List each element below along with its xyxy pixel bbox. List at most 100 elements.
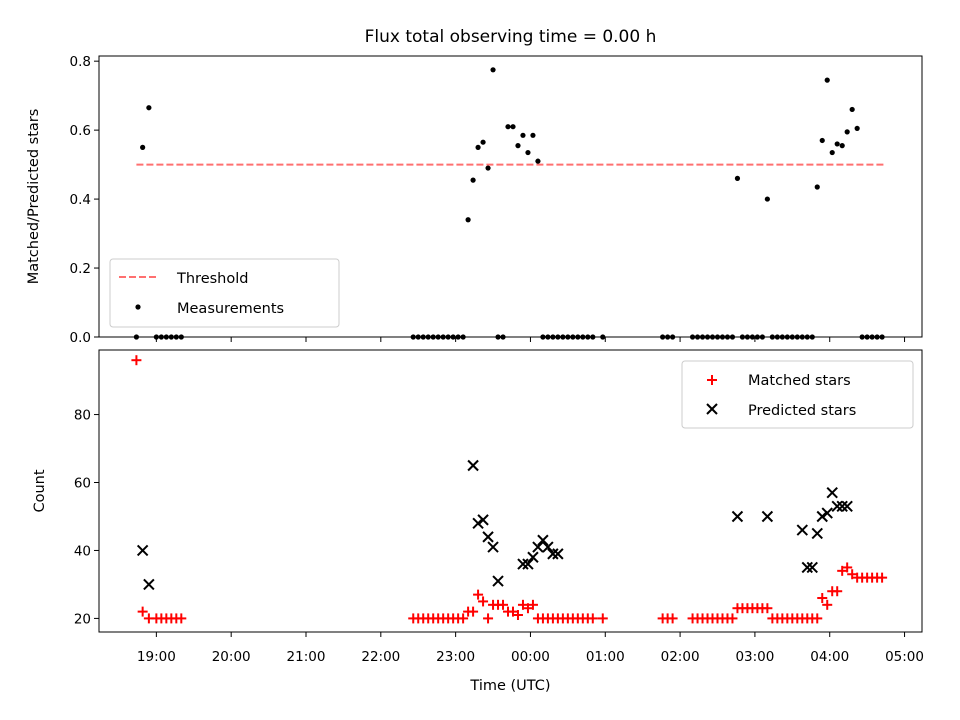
measurements-legend-label: Measurements <box>177 301 284 317</box>
matched-star-marker <box>597 613 608 624</box>
matched-star-marker <box>131 355 142 366</box>
bottom-legend: Matched stars Predicted stars <box>681 360 914 429</box>
measurement-point <box>505 124 511 130</box>
x-tick-label: 21:00 <box>287 649 326 665</box>
measurement-point <box>824 77 830 83</box>
top-legend: Threshold Measurements <box>109 258 340 328</box>
predicted-marker-b <box>542 541 554 553</box>
measurement-point <box>764 196 770 202</box>
predicted-star-marker <box>731 510 744 523</box>
y-tick-label: 20 <box>74 611 91 627</box>
matched-star-marker <box>667 613 678 624</box>
predicted-star-marker <box>467 459 479 472</box>
measurement-point <box>814 184 820 190</box>
x-tick-label: 23:00 <box>436 649 475 665</box>
measurement-point <box>819 137 825 144</box>
measurement-point <box>844 129 850 135</box>
measurement-point <box>525 149 531 156</box>
predicted-star-marker <box>816 510 828 523</box>
predicted-marker-b <box>811 527 823 540</box>
top-axes: 0.0 0.2 0.4 0.6 0.8 <box>70 54 923 346</box>
predicted-marker-b <box>761 510 774 523</box>
predicted-star-marker <box>826 486 838 499</box>
x-tick-label: 04:00 <box>810 649 849 665</box>
predicted-star-marker <box>143 578 155 591</box>
matched-star-marker <box>473 589 484 600</box>
predicted-marker-b <box>136 544 149 557</box>
measurement-point <box>834 141 840 147</box>
measurement-point <box>490 67 496 73</box>
top-legend-box <box>109 258 340 328</box>
predicted-star-marker <box>821 507 833 519</box>
predicted-marker-b <box>836 500 848 512</box>
matched-star-marker <box>832 586 843 597</box>
predicted-star-marker <box>836 500 848 512</box>
x-tick-label: 22:00 <box>361 649 400 665</box>
bottom-legend-box <box>681 360 914 429</box>
measurement-point <box>829 149 835 156</box>
chart-title: Flux total observing time = 0.00 h <box>365 27 657 47</box>
predicted-star-marker <box>136 544 149 557</box>
y-tick-label: 0.2 <box>70 261 91 277</box>
y-tick-label: 60 <box>74 476 91 492</box>
top-y-axis-label: Matched/Predicted stars <box>26 109 42 285</box>
matched-star-marker <box>822 599 833 610</box>
predicted-star-marker <box>831 500 843 512</box>
matched-star-marker <box>176 613 187 624</box>
matched-star-marker <box>812 613 823 624</box>
predicted-marker-b <box>537 534 549 546</box>
predicted-marker-b <box>527 551 539 563</box>
measurement-point <box>530 132 536 138</box>
predicted-star-marker <box>477 514 489 526</box>
predicted-marker-b <box>492 575 504 587</box>
measurement-point <box>839 143 845 149</box>
predicted-marker-b <box>801 561 813 574</box>
predicted-marker-b <box>826 486 838 499</box>
bottom-axes-frame <box>98 349 923 633</box>
measurement-point <box>485 165 491 171</box>
matched-star-marker <box>458 613 469 624</box>
y-tick-label: 0.0 <box>70 330 91 346</box>
x-tick-label: 19:00 <box>137 649 176 665</box>
x-tick-label: 20:00 <box>212 649 251 665</box>
predicted-star-marker <box>796 524 808 536</box>
predicted-legend-swatch-b <box>706 403 718 415</box>
predicted-star-marker <box>811 527 823 540</box>
measurement-point <box>465 217 471 223</box>
top-axes-frame <box>98 55 923 338</box>
bottom-y-axis-label: Count <box>32 469 48 512</box>
x-tick-label: 03:00 <box>735 649 774 665</box>
matched-star-marker <box>512 610 523 621</box>
predicted-marker-b <box>143 578 155 591</box>
matched-star-marker <box>817 593 828 604</box>
predicted-star-marker <box>841 500 853 512</box>
predicted-star-marker <box>522 558 534 570</box>
predicted-star-marker <box>532 541 544 553</box>
x-tick-label: 02:00 <box>661 649 700 665</box>
y-tick-label: 80 <box>74 408 91 424</box>
matched-star-marker <box>877 572 888 583</box>
predicted-star-marker <box>806 561 818 574</box>
predicted-star-marker <box>537 534 549 546</box>
predicted-marker-b <box>552 548 564 560</box>
matched-star-marker <box>762 603 773 614</box>
matched-star-marker <box>468 606 479 617</box>
predicted-marker-b <box>831 500 843 512</box>
matched-star-marker <box>478 596 489 607</box>
predicted-marker-b <box>816 510 828 523</box>
y-tick-label: 0.8 <box>70 54 91 70</box>
predicted-star-marker <box>547 548 559 560</box>
predicted-marker-b <box>731 510 744 523</box>
predicted-marker-b <box>547 548 559 560</box>
predicted-star-marker <box>761 510 774 523</box>
predicted-star-marker <box>527 551 539 563</box>
measurement-point <box>475 144 481 150</box>
predicted-star-marker <box>542 541 554 553</box>
predicted-star-marker <box>801 561 813 574</box>
y-tick-label: 40 <box>74 543 91 559</box>
predicted-marker-b <box>467 459 479 472</box>
predicted-marker-b <box>821 507 833 519</box>
matched-star-marker <box>842 562 853 573</box>
measurement-point <box>470 177 476 183</box>
